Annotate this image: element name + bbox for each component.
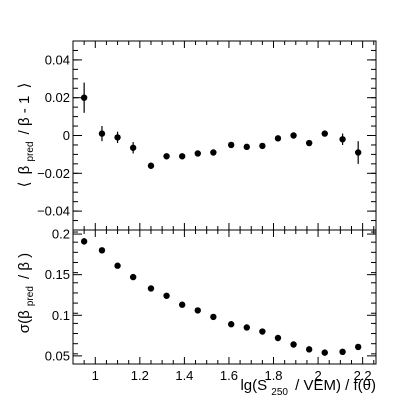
bottom-y-label-pre: σ(β [16,310,33,333]
bottom-data-point [243,324,250,331]
x-label-post: / VEM) / f(θ) [295,377,376,394]
bottom-data-point [80,238,88,245]
top-y-ticks: −0.04 −0.02 0 0.02 0.04 [37,40,376,231]
top-series [80,82,362,169]
bottom-data-point [147,285,155,292]
top-data-point [259,142,266,150]
x-tick-label: 2 [314,368,321,383]
top-y-label-beta: β [16,165,33,174]
top-data-point [305,139,313,147]
top-y-axis-label: ⟨ β pred / β - 1 ⟩ [16,83,37,188]
bottom-y-axis-label: σ(β pred / β ) [16,253,37,333]
bottom-data-point [163,292,170,299]
x-tick-label: 1.8 [264,368,282,383]
x-label-pre: lg(S [240,377,267,394]
x-axis-label: lg(S 250 / VEM) / f(θ) [240,377,376,399]
top-data-point [163,153,170,160]
top-y-label-open: ⟨ [16,181,33,187]
top-data-point [147,162,155,169]
bottom-data-point [114,262,121,269]
top-data-point [274,135,282,142]
bottom-data-point [274,334,282,342]
top-data-point [227,141,235,149]
bottom-series [80,238,362,356]
bottom-y-label-post: / β ) [16,253,33,279]
bottom-data-point [129,273,137,281]
bottom-data-point [227,321,235,328]
top-y-tick-label: 0.04 [45,52,70,67]
top-data-point [129,144,137,151]
top-data-point [354,149,362,156]
top-y-tick-label: −0.04 [37,204,70,219]
bottom-y-tick-label: 0.2 [52,227,70,242]
bottom-data-point [194,307,201,314]
top-y-label-close: ⟩ [16,83,33,89]
bottom-data-point [305,346,313,353]
top-data-point [80,94,88,101]
bottom-data-point [259,328,266,335]
x-tick-label: 2.2 [354,368,372,383]
x-tick-label: 1 [92,368,99,383]
top-data-point [114,134,121,141]
top-y-tick-label: 0.02 [45,90,70,105]
top-data-point [98,130,106,137]
bottom-y-tick-label: 0.05 [45,348,70,363]
bottom-y-tick-label: 0.15 [45,267,70,282]
top-y-label-sub: pred [25,141,36,161]
bottom-data-point [98,247,106,254]
top-y-tick-label: −0.02 [37,166,70,181]
top-data-point [194,150,201,157]
x-tick-label: 1.2 [131,368,149,383]
top-data-point [339,136,346,143]
x-ticks: 1 1.2 1.4 1.6 1.8 2 2.2 [92,368,372,383]
bottom-data-point [290,341,297,348]
bottom-data-point [210,313,217,321]
top-y-tick-label: 0 [63,128,70,143]
bottom-y-ticks: 0.05 0.1 0.15 0.2 [45,227,376,365]
top-data-point [290,132,297,139]
top-data-point [243,143,250,151]
bottom-data-point [321,349,328,356]
top-data-point [178,153,186,160]
bottom-data-point [354,343,362,351]
top-data-point [210,149,217,156]
x-tick-label: 1.6 [220,368,238,383]
top-data-point [321,130,328,137]
bottom-y-label-sub: pred [25,286,36,306]
x-tick-label: 1.4 [175,368,193,383]
bottom-y-tick-label: 0.1 [52,308,70,323]
x-label-sub: 250 [271,387,288,398]
bottom-panel-frame [72,229,377,365]
bottom-data-point [178,301,186,308]
bottom-data-point [339,348,346,356]
top-y-label-mid: / β - 1 [16,96,33,135]
